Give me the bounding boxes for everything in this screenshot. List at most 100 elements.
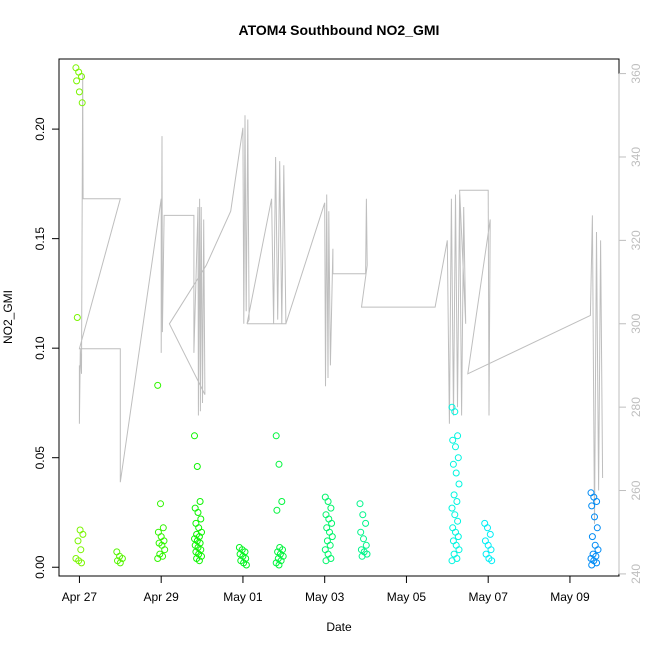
data-point	[324, 550, 332, 558]
data-point	[324, 498, 332, 505]
data-point	[322, 511, 330, 519]
data-point	[449, 524, 457, 532]
data-point	[78, 559, 85, 567]
data-point	[593, 498, 601, 505]
data-point	[488, 557, 496, 565]
data-point	[453, 498, 461, 505]
data-point	[154, 555, 162, 562]
data-point	[588, 533, 596, 541]
y-tick-label: 0.10	[33, 336, 47, 360]
data-point	[326, 528, 333, 536]
data-point	[593, 524, 601, 532]
data-point	[326, 541, 334, 549]
data-point	[328, 519, 336, 527]
data-point	[452, 469, 460, 477]
data-point	[449, 436, 457, 444]
data-point	[486, 530, 494, 538]
x-tick-label: May 05	[387, 590, 427, 604]
secondary-trace	[78, 73, 604, 524]
data-point	[448, 557, 456, 565]
x-tick-label: May 01	[223, 590, 263, 604]
data-point	[273, 506, 281, 514]
data-point	[272, 432, 280, 440]
y2-tick-label: 240	[629, 564, 643, 584]
data-point	[275, 561, 283, 569]
y2-tick-label: 300	[629, 313, 643, 333]
data-point	[484, 541, 492, 549]
data-points	[72, 64, 602, 569]
data-point	[78, 99, 86, 107]
x-tick-label: Apr 29	[144, 590, 180, 604]
data-point	[452, 443, 459, 451]
data-point	[362, 519, 370, 527]
y-tick-label: 0.00	[33, 555, 47, 579]
y-tick-label: 0.05	[33, 446, 47, 470]
data-point	[450, 491, 458, 499]
data-point	[327, 504, 335, 512]
data-point	[358, 552, 366, 560]
data-point	[321, 493, 329, 501]
data-point	[451, 511, 459, 519]
y2-tick-label: 340	[629, 147, 643, 167]
data-point	[452, 541, 460, 549]
data-point	[77, 546, 85, 554]
x-tick-label: May 07	[469, 590, 509, 604]
data-point	[454, 432, 462, 440]
data-point	[73, 314, 81, 321]
y2-tick-label: 260	[629, 480, 643, 500]
y2-tick-label: 280	[629, 397, 643, 417]
data-point	[159, 524, 167, 532]
data-point	[487, 546, 495, 554]
y-tick-label: 0.20	[33, 117, 47, 141]
data-point	[191, 432, 198, 440]
data-point	[154, 381, 162, 389]
data-point	[455, 480, 463, 488]
data-point	[322, 557, 330, 565]
data-point	[75, 88, 83, 96]
data-point	[449, 460, 457, 468]
data-point	[360, 535, 367, 543]
x-tick-label: May 03	[305, 590, 345, 604]
data-point	[481, 537, 489, 545]
data-point	[454, 533, 462, 541]
data-point	[193, 463, 201, 470]
y2-tick-label: 320	[629, 230, 643, 250]
data-point	[325, 515, 333, 523]
data-point	[197, 515, 205, 523]
data-point	[451, 408, 459, 416]
data-point	[362, 541, 370, 549]
y2-tick-label: 360	[629, 63, 643, 83]
plot-frame	[58, 58, 620, 577]
data-point	[448, 504, 456, 512]
data-point	[328, 533, 336, 541]
data-point	[588, 561, 596, 569]
right-y-axis: 240 260 280 300 320 340 360	[618, 63, 643, 584]
data-point	[191, 504, 199, 512]
data-point	[154, 528, 162, 536]
data-point	[75, 68, 83, 76]
data-point	[72, 64, 80, 72]
data-point	[481, 519, 489, 527]
data-point	[455, 546, 463, 554]
data-point	[452, 528, 459, 536]
data-point	[195, 557, 203, 565]
secondary-trace-line	[78, 73, 604, 524]
data-point	[450, 550, 458, 558]
data-point	[321, 546, 329, 554]
data-point	[484, 524, 491, 532]
data-point	[590, 493, 598, 501]
data-point	[359, 511, 367, 519]
data-point	[157, 533, 165, 541]
x-tick-label: Apr 27	[62, 590, 98, 604]
data-point	[454, 454, 462, 462]
x-axis: Apr 27 Apr 29 May 01 May 03 May 05 May 07 May …	[62, 575, 590, 604]
data-point	[78, 73, 85, 80]
data-point	[588, 502, 596, 510]
data-point	[113, 548, 121, 556]
data-point	[161, 546, 169, 554]
data-point	[482, 550, 490, 558]
data-point	[242, 561, 250, 569]
data-point	[278, 498, 286, 505]
data-point	[356, 500, 364, 508]
